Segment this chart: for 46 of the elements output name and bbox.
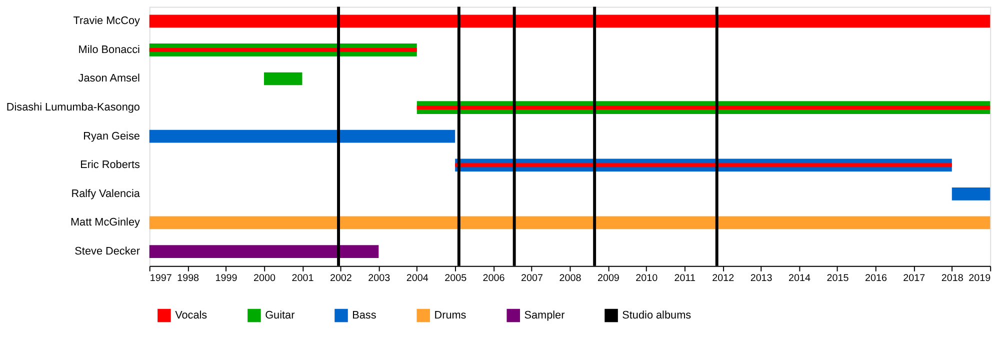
legend-label: Bass xyxy=(352,309,377,322)
legend-label: Sampler xyxy=(524,309,566,322)
bar xyxy=(149,130,456,143)
x-tick-label: 2001 xyxy=(292,273,314,284)
y-tick-label: Disashi Lumumba-Kasongo xyxy=(6,102,140,114)
y-tick-label: Matt McGinley xyxy=(70,216,141,229)
x-tick-label: 2011 xyxy=(674,273,696,284)
bar xyxy=(149,48,417,52)
bar xyxy=(149,245,379,258)
x-tick-label: 2016 xyxy=(864,273,888,284)
legend-label: Studio albums xyxy=(622,309,692,322)
legend-label: Guitar xyxy=(265,309,296,322)
legend-label: Vocals xyxy=(175,309,208,322)
x-tick-label: 2019 xyxy=(968,273,992,284)
x-tick-label: 2018 xyxy=(941,273,964,284)
legend-label: Drums xyxy=(434,309,467,322)
y-tick-label: Ryan Geise xyxy=(83,130,140,142)
x-tick-label: 2005 xyxy=(444,273,468,284)
bar xyxy=(952,187,990,200)
x-tick-label: 2003 xyxy=(368,273,391,284)
x-tick-label: 2010 xyxy=(636,273,658,284)
x-tick-label: 1997 xyxy=(150,273,172,284)
x-tick-label: 1999 xyxy=(215,273,238,284)
y-tick-label: Jason Amsel xyxy=(78,72,140,85)
x-tick-label: 2009 xyxy=(597,273,620,284)
x-tick-label: 2008 xyxy=(559,273,582,284)
x-tick-label: 2014 xyxy=(788,273,812,284)
x-tick-label: 2013 xyxy=(750,273,773,284)
bar xyxy=(264,72,302,86)
x-tick-label: 2000 xyxy=(254,273,276,284)
x-tick-label: 2006 xyxy=(482,273,506,284)
x-tick-label: 2002 xyxy=(330,273,352,284)
y-tick-label: Milo Bonacci xyxy=(78,44,140,56)
x-tick-label: 2004 xyxy=(406,273,429,284)
bar xyxy=(455,163,952,168)
y-tick-label: Ralfy Valencia xyxy=(71,188,141,200)
x-tick-label: 1998 xyxy=(177,273,200,284)
x-tick-label: 2012 xyxy=(712,273,734,284)
y-tick-label: Eric Roberts xyxy=(80,159,141,172)
x-tick-label: 2017 xyxy=(903,273,926,284)
bar xyxy=(416,106,990,110)
bar xyxy=(149,216,990,230)
x-tick-label: 2015 xyxy=(826,273,850,284)
y-tick-label: Steve Decker xyxy=(74,245,140,258)
y-tick-label: Travie McCoy xyxy=(73,15,141,28)
x-tick-label: 2007 xyxy=(521,273,543,284)
